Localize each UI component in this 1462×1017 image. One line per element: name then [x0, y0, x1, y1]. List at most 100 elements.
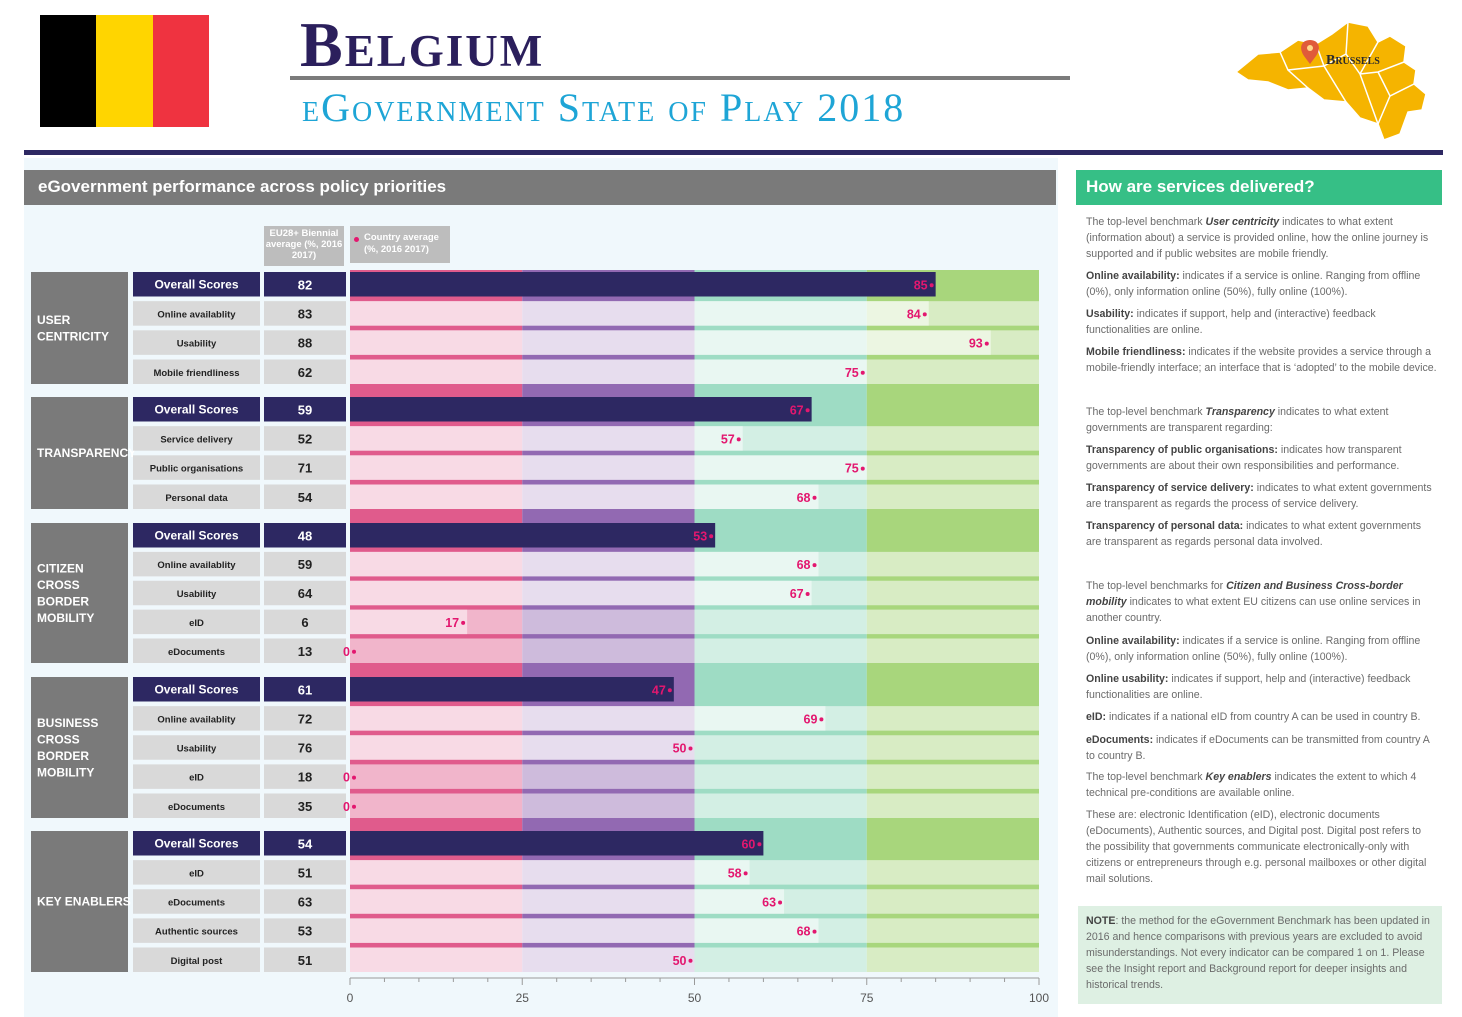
eu-average-value: 54 — [298, 836, 313, 851]
eu-average-cell — [264, 455, 346, 480]
indicator-label: Overall Scores — [154, 277, 238, 291]
indicator-label: Personal data — [165, 493, 228, 504]
country-value-label: 0 — [343, 800, 350, 814]
eu-average-cell — [264, 272, 346, 297]
country-value-label: 69 — [804, 712, 818, 726]
eu-average-value: 13 — [298, 644, 312, 659]
overall-score-bar — [350, 272, 936, 297]
methodology-note: NOTE: the method for the eGovernment Ben… — [1078, 906, 1442, 1004]
indicator-label: Online availablity — [157, 714, 236, 725]
indicator-label: Digital post — [171, 956, 224, 967]
country-value-dot — [805, 592, 810, 596]
eu-average-value: 83 — [298, 306, 312, 321]
performance-heading-text: eGovernment performance across policy pr… — [38, 177, 447, 196]
eu-average-cell — [264, 764, 346, 789]
eu-average-value: 35 — [298, 799, 312, 814]
indicator-label-cell — [133, 947, 260, 972]
indicator-label: Overall Scores — [154, 682, 238, 696]
x-tick-label: 50 — [688, 991, 702, 1005]
country-value-label: 93 — [969, 337, 983, 351]
bar-track — [350, 638, 1039, 663]
group-box — [31, 523, 128, 663]
overall-label-cell — [133, 677, 260, 702]
description-run: Online availability: — [1086, 635, 1180, 647]
indicator-label: Service delivery — [160, 434, 233, 445]
bar-track — [350, 764, 1039, 789]
country-value-dot — [860, 370, 865, 375]
belgium-map: Brussels — [1234, 21, 1427, 141]
indicator-label-cell — [133, 551, 260, 577]
overall-label-cell — [133, 523, 260, 548]
description-paragraph: The top-level benchmark Transparency ind… — [1086, 404, 1438, 436]
country-value-dot — [743, 871, 748, 876]
indicator-label: eID — [189, 618, 204, 629]
description-paragraph: The top-level benchmarks for Citizen and… — [1086, 578, 1438, 626]
country-value-label: 0 — [343, 645, 350, 659]
eu-average-value: 52 — [298, 431, 312, 446]
country-value-dot — [667, 688, 672, 693]
indicator-label-cell — [133, 484, 260, 509]
eu-average-value: 59 — [298, 557, 312, 572]
description-run: indicates if eDocuments can be transmitt… — [1086, 734, 1430, 762]
title-divider — [290, 76, 1070, 80]
country-value-dot — [984, 341, 989, 346]
indicator-label-cell — [133, 580, 260, 606]
overall-score-bar — [350, 677, 674, 702]
eu-average-cell — [264, 831, 346, 856]
x-tick-label: 0 — [347, 991, 354, 1005]
country-value-dot — [688, 958, 693, 963]
indicator-label-cell — [133, 889, 260, 914]
indicator-label: Public organisations — [150, 464, 243, 475]
page-title: Belgium — [300, 9, 545, 80]
group-box — [31, 397, 128, 509]
eu-average-cell — [264, 484, 346, 509]
indicator-label: eID — [189, 773, 204, 784]
description-run: The top-level benchmark — [1086, 216, 1206, 228]
country-value-dot — [819, 717, 824, 722]
indicator-score-bar — [350, 359, 867, 384]
eu-average-cell — [264, 889, 346, 914]
indicator-score-bar — [350, 580, 812, 606]
eu-average-cell — [264, 947, 346, 972]
description-run: eDocuments: — [1086, 734, 1154, 746]
x-tick-label: 25 — [516, 991, 530, 1005]
header-divider — [24, 150, 1443, 155]
country-value-dot — [860, 466, 865, 471]
country-value-dot — [688, 746, 693, 751]
description-run: indicates if support, help and (interact… — [1086, 673, 1411, 701]
indicator-score-bar — [350, 860, 750, 885]
indicator-label: Authentic sources — [155, 927, 238, 938]
description-run: indicates to what extent EU citizens can… — [1086, 596, 1421, 624]
eu-average-cell — [264, 580, 346, 606]
country-value-label: 58 — [728, 866, 742, 880]
indicator-label-cell — [133, 793, 260, 818]
description-run: The top-level benchmarks for — [1086, 580, 1227, 592]
description-paragraph: Mobile friendliness: indicates if the we… — [1086, 344, 1438, 376]
description-run: indicates if a national eID from country… — [1106, 711, 1421, 723]
indicator-label: Overall Scores — [154, 836, 238, 850]
group-label: USER CENTRICITY — [37, 313, 109, 344]
overall-score-bar — [350, 397, 812, 422]
indicator-score-bar — [350, 426, 743, 451]
overall-score-bar — [350, 831, 764, 856]
description-run: indicates if a service is online. Rangin… — [1086, 635, 1421, 663]
country-value-dot — [352, 649, 356, 654]
country-value-dot — [805, 408, 810, 413]
indicator-label-cell — [133, 330, 260, 355]
country-value-dot — [352, 775, 356, 780]
description-run: Citizen and Business Cross-border mobili… — [1086, 580, 1403, 608]
country-value-label: 67 — [790, 587, 804, 601]
eu-average-value: 62 — [298, 365, 312, 380]
description-paragraph: Online usability: indicates if support, … — [1086, 671, 1438, 703]
x-tick-label: 100 — [1029, 991, 1049, 1005]
description-run: The top-level benchmark — [1086, 406, 1206, 418]
country-value-dot — [709, 534, 714, 539]
eu-average-cell — [264, 609, 346, 635]
indicator-label: Usability — [177, 589, 217, 600]
country-value-label: 47 — [652, 683, 666, 697]
country-value-dot — [812, 929, 817, 934]
indicator-label-cell — [133, 359, 260, 384]
group-box — [31, 831, 128, 972]
country-value-label: 0 — [343, 771, 350, 785]
eu-average-cell — [264, 918, 346, 943]
